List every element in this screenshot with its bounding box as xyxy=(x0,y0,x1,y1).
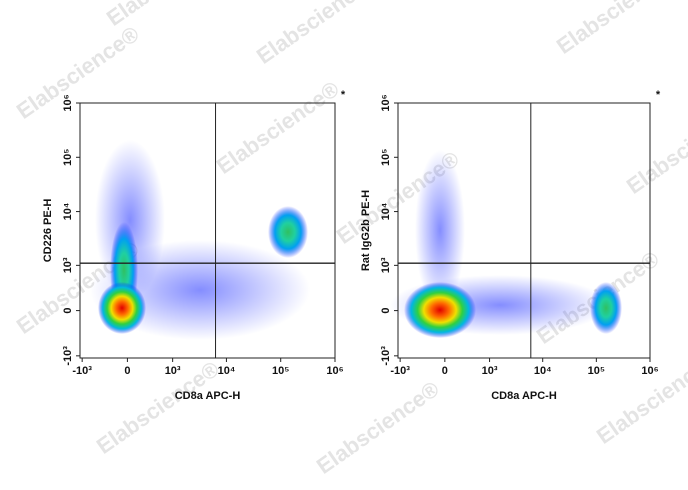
y-tick-label: -10³ xyxy=(380,346,392,366)
watermark: Elabscience® xyxy=(12,21,144,124)
y-tick-label: 10⁶ xyxy=(380,94,392,111)
marker: * xyxy=(656,89,661,101)
watermark: Elabscience® xyxy=(92,356,224,459)
watermark: Elabscience® xyxy=(312,376,444,479)
y-tick-label: 10⁵ xyxy=(62,149,74,166)
y-tick-label: 0 xyxy=(62,308,74,314)
x-tick-label: 10³ xyxy=(482,365,498,377)
y-tick-label: -10³ xyxy=(62,346,74,366)
event-haze xyxy=(415,150,465,310)
watermark: Elabscience® xyxy=(552,0,684,59)
x-tick-label: -10³ xyxy=(72,365,92,377)
x-tick-label: 0 xyxy=(124,365,130,377)
x-tick-label: 10⁶ xyxy=(641,365,658,377)
y-tick-label: 10⁵ xyxy=(380,149,392,166)
population xyxy=(268,206,308,258)
y-axis-label: Rat IgG2b PE-H xyxy=(360,190,372,271)
x-axis-label: CD8a APC-H xyxy=(491,390,557,402)
marker: * xyxy=(341,89,346,101)
population xyxy=(590,282,622,334)
x-tick-label: 10⁵ xyxy=(588,365,605,377)
y-tick-label: 10⁶ xyxy=(62,94,74,111)
watermark: Elabscience® xyxy=(592,346,688,449)
y-tick-label: 10⁴ xyxy=(62,203,74,221)
x-tick-label: 10⁵ xyxy=(272,365,289,377)
x-tick-label: 10⁴ xyxy=(218,365,236,377)
density-plot-1 xyxy=(90,140,310,340)
x-tick-label: 0 xyxy=(442,365,448,377)
watermark: Elabscience® xyxy=(622,96,688,199)
y-axis-label: CD226 PE-H xyxy=(42,199,54,263)
x-tick-label: 10⁶ xyxy=(326,365,343,377)
y-tick-label: 10⁴ xyxy=(380,203,392,221)
y-tick-label: 10³ xyxy=(62,257,74,273)
x-tick-label: 10⁴ xyxy=(534,365,552,377)
y-tick-label: 10³ xyxy=(380,257,392,273)
density-plot-2 xyxy=(390,150,622,338)
watermark: Elabscience® xyxy=(252,0,384,69)
plot-frame xyxy=(79,102,336,359)
x-axis-label: CD8a APC-H xyxy=(175,390,241,402)
population xyxy=(98,282,146,334)
x-tick-label: 10³ xyxy=(165,365,181,377)
x-tick-label: -10³ xyxy=(390,365,410,377)
plot-frame xyxy=(397,102,651,359)
population xyxy=(404,282,476,338)
watermark: Elabscience® xyxy=(212,76,344,179)
y-tick-label: 0 xyxy=(380,308,392,314)
